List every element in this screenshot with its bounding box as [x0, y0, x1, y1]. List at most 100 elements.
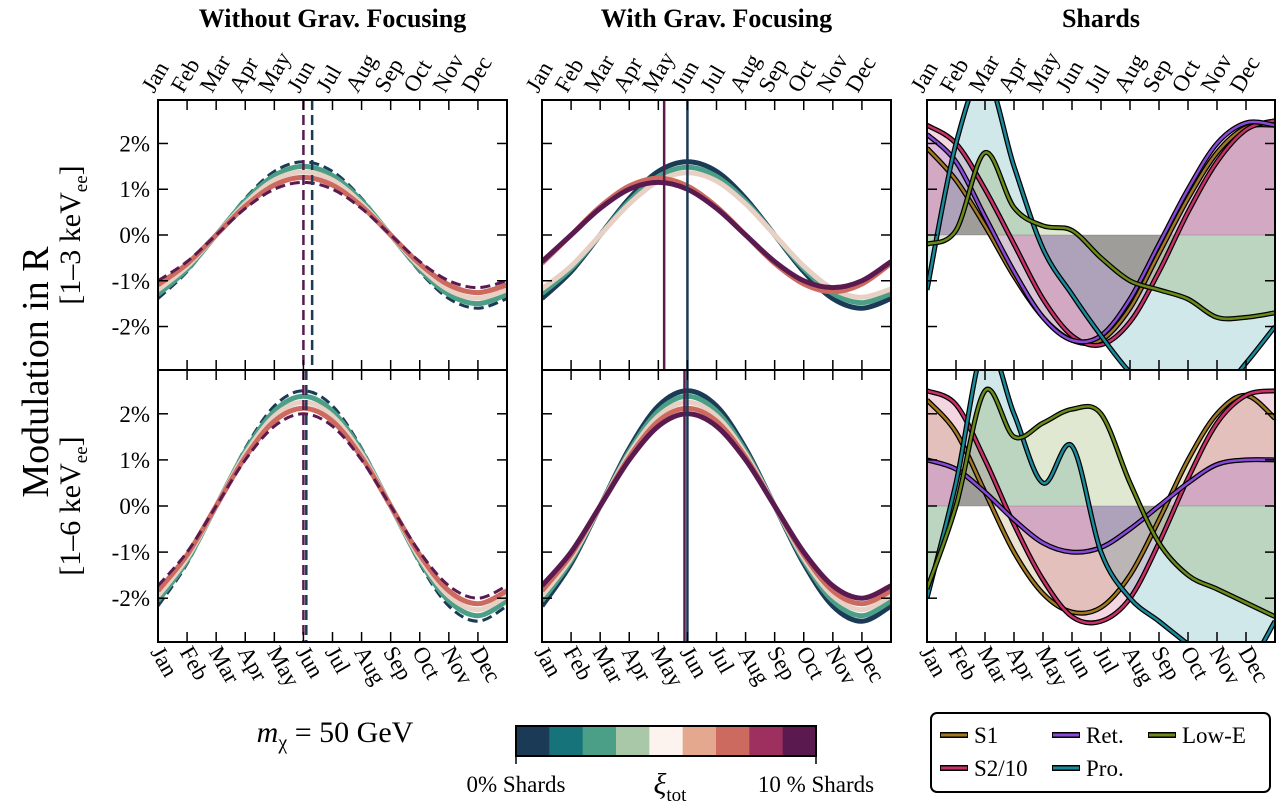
row-label-end: ]: [54, 165, 87, 175]
x-tick-label: Aug: [733, 642, 775, 689]
y-tick-label: -1%: [112, 269, 150, 294]
x-tick-label: Jan: [915, 642, 952, 681]
series-line: [542, 179, 891, 291]
x-tick-label: Oct: [407, 642, 446, 684]
colorbar-left-label: 0% Shards: [466, 772, 565, 797]
series-line: [542, 164, 891, 306]
plot-area: [927, 370, 1275, 642]
axes-frame: [157, 99, 508, 371]
x-tick-label: Apr: [233, 642, 273, 686]
y-tick-label: 1%: [119, 177, 150, 202]
legend-label: Ret.: [1086, 723, 1124, 748]
colorbar-cell: [549, 726, 584, 756]
plot-area: [158, 370, 507, 642]
x-tick-label: Jan: [906, 57, 943, 96]
series-line: [927, 119, 1275, 347]
colorbar-center-main: ξ: [654, 768, 667, 801]
colorbar-cell: [749, 726, 784, 756]
plot-area: [158, 100, 507, 370]
series-line: [158, 160, 507, 310]
panel-title: With Grav. Focusing: [601, 4, 832, 33]
panel: -2%-1%0%1%2%JanFebMarAprMayJunJulAugSepO…: [54, 369, 508, 691]
series-line: [158, 180, 507, 290]
plot-area: [542, 370, 891, 642]
legend-label: S2/10: [974, 756, 1028, 781]
y-tick-label: 0%: [119, 223, 150, 248]
x-tick-label: Oct: [1176, 642, 1215, 684]
x-tick-label: Oct: [782, 55, 821, 97]
row-label-sub: ee: [71, 175, 92, 192]
series-line: [927, 387, 1275, 618]
series-line: [158, 412, 507, 600]
row-label-main: [1–6 keV: [54, 463, 87, 576]
panel-title: Without Grav. Focusing: [199, 4, 467, 33]
plot-area: [927, 100, 1275, 370]
series-line: [158, 174, 507, 296]
x-tick-label: Jul: [320, 642, 355, 678]
panel: -2%-1%0%1%2%JanFebMarAprMayJunJulAugSepO…: [54, 4, 508, 371]
x-tick-label: Jan: [137, 57, 174, 96]
series-line: [927, 100, 1275, 370]
y-axis-label: Modulation in R: [15, 246, 57, 498]
panel: JanFebMarAprMayJunJulAugSepOctNovDecWith…: [521, 4, 892, 371]
colorbar-cell: [649, 726, 684, 756]
series-line: [542, 175, 891, 295]
plot-area: [542, 100, 891, 370]
zero-band: [927, 234, 1275, 236]
x-tick-label: Feb: [175, 642, 214, 684]
colorbar-cell: [516, 726, 550, 756]
x-tick-label: Jan: [521, 57, 558, 96]
colorbar-cell: [616, 726, 650, 756]
y-tick-label: 2%: [119, 131, 150, 156]
x-tick-label: Jul: [1080, 61, 1115, 97]
series-line: [158, 405, 507, 607]
legend-label: S1: [974, 723, 998, 748]
series-line: [927, 370, 1275, 642]
annotation-rest: = 50 GeV: [287, 716, 413, 749]
x-tick-label: Oct: [398, 55, 437, 97]
colorbar-cell: [682, 726, 717, 756]
colorbar-right-label: 10 % Shards: [758, 772, 874, 797]
x-tick-label: Apr: [617, 642, 657, 686]
series-line: [542, 411, 891, 601]
panel: JanFebMarAprMayJunJulAugSepOctNovDecShar…: [906, 4, 1276, 371]
x-tick-label: Feb: [559, 642, 598, 684]
series-line: [158, 399, 507, 613]
x-tick-label: Jan: [530, 642, 567, 681]
series-line: [542, 405, 891, 607]
colorbar-frame: [515, 725, 817, 757]
series-fill: [927, 124, 1275, 344]
colorbar-cell: [782, 726, 817, 756]
row-label-main: [1–3 keV: [54, 192, 87, 305]
y-tick-label: -2%: [112, 586, 150, 611]
series-fill: [927, 395, 1275, 614]
colorbar-cell: [716, 726, 750, 756]
legend-box: [930, 712, 1271, 793]
series-line: [542, 170, 891, 300]
series-fill: [927, 120, 1275, 346]
y-tick-label: -1%: [112, 540, 150, 565]
x-tick-label: Jul: [704, 642, 739, 678]
x-tick-label: Jul: [1089, 642, 1124, 678]
series-line: [927, 151, 1275, 321]
series-line: [927, 123, 1275, 345]
colorbar-cell: [582, 726, 617, 756]
x-tick-label: Mar: [588, 642, 629, 688]
annotation-sub: χ: [277, 732, 287, 754]
x-tick-label: Feb: [944, 642, 983, 684]
annotation: mχ = 50 GeV: [257, 716, 414, 754]
x-tick-label: Jul: [311, 61, 346, 97]
series-line: [158, 169, 507, 301]
y-tick-label: 0%: [119, 494, 150, 519]
row-label: [1–6 keVee]: [54, 436, 92, 575]
x-tick-label: Apr: [1002, 642, 1042, 686]
x-tick-label: Oct: [791, 642, 830, 684]
axes-frame: [541, 99, 892, 371]
series-line: [542, 399, 891, 613]
x-tick-label: Mar: [204, 642, 245, 688]
zero-band: [927, 505, 1275, 507]
series-line: [927, 389, 1275, 625]
